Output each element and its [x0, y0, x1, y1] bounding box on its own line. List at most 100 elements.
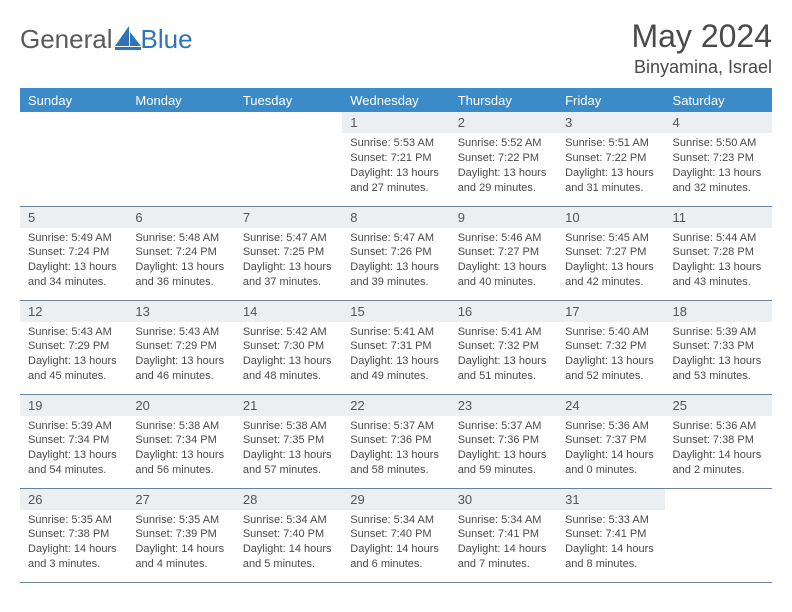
daylight-text: Daylight: 14 hours and 7 minutes. — [458, 542, 551, 572]
sunrise-text: Sunrise: 5:50 AM — [673, 136, 766, 151]
calendar-cell: 21Sunrise: 5:38 AMSunset: 7:35 PMDayligh… — [235, 394, 342, 488]
daylight-text: Daylight: 13 hours and 57 minutes. — [243, 448, 336, 478]
sunset-text: Sunset: 7:27 PM — [565, 245, 658, 260]
sunset-text: Sunset: 7:34 PM — [28, 433, 121, 448]
daylight-text: Daylight: 13 hours and 46 minutes. — [135, 354, 228, 384]
sunrise-text: Sunrise: 5:48 AM — [135, 231, 228, 246]
calendar-cell: 16Sunrise: 5:41 AMSunset: 7:32 PMDayligh… — [450, 300, 557, 394]
sunset-text: Sunset: 7:22 PM — [458, 151, 551, 166]
logo-sail-icon — [115, 26, 143, 50]
daylight-text: Daylight: 13 hours and 40 minutes. — [458, 260, 551, 290]
daylight-text: Daylight: 13 hours and 27 minutes. — [350, 166, 443, 196]
calendar-cell: 29Sunrise: 5:34 AMSunset: 7:40 PMDayligh… — [342, 488, 449, 582]
calendar-cell: 6Sunrise: 5:48 AMSunset: 7:24 PMDaylight… — [127, 206, 234, 300]
day-number: 4 — [665, 112, 772, 133]
calendar-cell: 14Sunrise: 5:42 AMSunset: 7:30 PMDayligh… — [235, 300, 342, 394]
calendar-cell: 11Sunrise: 5:44 AMSunset: 7:28 PMDayligh… — [665, 206, 772, 300]
sunrise-text: Sunrise: 5:34 AM — [458, 513, 551, 528]
daylight-text: Daylight: 14 hours and 5 minutes. — [243, 542, 336, 572]
calendar-cell — [127, 112, 234, 206]
daylight-text: Daylight: 13 hours and 51 minutes. — [458, 354, 551, 384]
sunrise-text: Sunrise: 5:35 AM — [135, 513, 228, 528]
location-subtitle: Binyamina, Israel — [631, 57, 772, 78]
calendar-row: 5Sunrise: 5:49 AMSunset: 7:24 PMDaylight… — [20, 206, 772, 300]
sunrise-text: Sunrise: 5:37 AM — [458, 419, 551, 434]
day-number: 8 — [342, 207, 449, 228]
sunset-text: Sunset: 7:24 PM — [28, 245, 121, 260]
sunset-text: Sunset: 7:31 PM — [350, 339, 443, 354]
daylight-text: Daylight: 13 hours and 48 minutes. — [243, 354, 336, 384]
sunset-text: Sunset: 7:29 PM — [28, 339, 121, 354]
sunset-text: Sunset: 7:34 PM — [135, 433, 228, 448]
day-number: 6 — [127, 207, 234, 228]
daylight-text: Daylight: 13 hours and 32 minutes. — [673, 166, 766, 196]
day-number: 7 — [235, 207, 342, 228]
day-details: Sunrise: 5:35 AMSunset: 7:38 PMDaylight:… — [20, 510, 127, 575]
day-number: 1 — [342, 112, 449, 133]
calendar-cell: 2Sunrise: 5:52 AMSunset: 7:22 PMDaylight… — [450, 112, 557, 206]
day-details: Sunrise: 5:44 AMSunset: 7:28 PMDaylight:… — [665, 228, 772, 293]
day-details: Sunrise: 5:43 AMSunset: 7:29 PMDaylight:… — [127, 322, 234, 387]
sunrise-text: Sunrise: 5:34 AM — [350, 513, 443, 528]
sunrise-text: Sunrise: 5:47 AM — [243, 231, 336, 246]
calendar-row: 26Sunrise: 5:35 AMSunset: 7:38 PMDayligh… — [20, 488, 772, 582]
title-block: May 2024 Binyamina, Israel — [631, 18, 772, 78]
day-details: Sunrise: 5:51 AMSunset: 7:22 PMDaylight:… — [557, 133, 664, 198]
day-details: Sunrise: 5:47 AMSunset: 7:25 PMDaylight:… — [235, 228, 342, 293]
day-details: Sunrise: 5:37 AMSunset: 7:36 PMDaylight:… — [450, 416, 557, 481]
sunrise-text: Sunrise: 5:45 AM — [565, 231, 658, 246]
calendar-cell: 7Sunrise: 5:47 AMSunset: 7:25 PMDaylight… — [235, 206, 342, 300]
calendar-cell: 3Sunrise: 5:51 AMSunset: 7:22 PMDaylight… — [557, 112, 664, 206]
daylight-text: Daylight: 13 hours and 53 minutes. — [673, 354, 766, 384]
page-header: General Blue May 2024 Binyamina, Israel — [20, 18, 772, 78]
sunrise-text: Sunrise: 5:47 AM — [350, 231, 443, 246]
day-details: Sunrise: 5:39 AMSunset: 7:34 PMDaylight:… — [20, 416, 127, 481]
sunset-text: Sunset: 7:22 PM — [565, 151, 658, 166]
day-details: Sunrise: 5:36 AMSunset: 7:37 PMDaylight:… — [557, 416, 664, 481]
sunset-text: Sunset: 7:41 PM — [565, 527, 658, 542]
calendar-cell: 8 Sunrise: 5:47 AMSunset: 7:26 PMDaylight… — [342, 206, 449, 300]
sunset-text: Sunset: 7:30 PM — [243, 339, 336, 354]
daylight-text: Daylight: 13 hours and 42 minutes. — [565, 260, 658, 290]
day-number: 15 — [342, 301, 449, 322]
day-header: Sunday — [20, 88, 127, 112]
calendar-cell — [665, 488, 772, 582]
daylight-text: Daylight: 13 hours and 29 minutes. — [458, 166, 551, 196]
day-header-row: Sunday Monday Tuesday Wednesday Thursday… — [20, 88, 772, 112]
daylight-text: Daylight: 13 hours and 56 minutes. — [135, 448, 228, 478]
day-number: 28 — [235, 489, 342, 510]
day-details: Sunrise: 5:39 AMSunset: 7:33 PMDaylight:… — [665, 322, 772, 387]
sunset-text: Sunset: 7:26 PM — [350, 245, 443, 260]
calendar-cell: 26Sunrise: 5:35 AMSunset: 7:38 PMDayligh… — [20, 488, 127, 582]
day-number: 23 — [450, 395, 557, 416]
sunrise-text: Sunrise: 5:37 AM — [350, 419, 443, 434]
sunrise-text: Sunrise: 5:44 AM — [673, 231, 766, 246]
sunset-text: Sunset: 7:24 PM — [135, 245, 228, 260]
day-details: Sunrise: 5:38 AMSunset: 7:34 PMDaylight:… — [127, 416, 234, 481]
sunset-text: Sunset: 7:37 PM — [565, 433, 658, 448]
calendar-cell: 5Sunrise: 5:49 AMSunset: 7:24 PMDaylight… — [20, 206, 127, 300]
daylight-text: Daylight: 14 hours and 6 minutes. — [350, 542, 443, 572]
day-details: Sunrise: 5:38 AMSunset: 7:35 PMDaylight:… — [235, 416, 342, 481]
daylight-text: Daylight: 14 hours and 4 minutes. — [135, 542, 228, 572]
calendar-cell: 28Sunrise: 5:34 AMSunset: 7:40 PMDayligh… — [235, 488, 342, 582]
day-details: Sunrise: 5:34 AMSunset: 7:40 PMDaylight:… — [235, 510, 342, 575]
day-details: Sunrise: 5:43 AMSunset: 7:29 PMDaylight:… — [20, 322, 127, 387]
day-number: 20 — [127, 395, 234, 416]
day-number: 27 — [127, 489, 234, 510]
daylight-text: Daylight: 13 hours and 43 minutes. — [673, 260, 766, 290]
calendar-cell: 13Sunrise: 5:43 AMSunset: 7:29 PMDayligh… — [127, 300, 234, 394]
calendar-cell: 9Sunrise: 5:46 AMSunset: 7:27 PMDaylight… — [450, 206, 557, 300]
day-details: Sunrise: 5:37 AMSunset: 7:36 PMDaylight:… — [342, 416, 449, 481]
sunrise-text: Sunrise: 5:43 AM — [135, 325, 228, 340]
day-details: Sunrise: 5:42 AMSunset: 7:30 PMDaylight:… — [235, 322, 342, 387]
sunrise-text: Sunrise: 5:38 AM — [135, 419, 228, 434]
daylight-text: Daylight: 13 hours and 39 minutes. — [350, 260, 443, 290]
day-header: Thursday — [450, 88, 557, 112]
calendar-cell: 1Sunrise: 5:53 AMSunset: 7:21 PMDaylight… — [342, 112, 449, 206]
day-number: 18 — [665, 301, 772, 322]
daylight-text: Daylight: 14 hours and 3 minutes. — [28, 542, 121, 572]
daylight-text: Daylight: 13 hours and 59 minutes. — [458, 448, 551, 478]
calendar-cell: 17Sunrise: 5:40 AMSunset: 7:32 PMDayligh… — [557, 300, 664, 394]
day-number: 14 — [235, 301, 342, 322]
